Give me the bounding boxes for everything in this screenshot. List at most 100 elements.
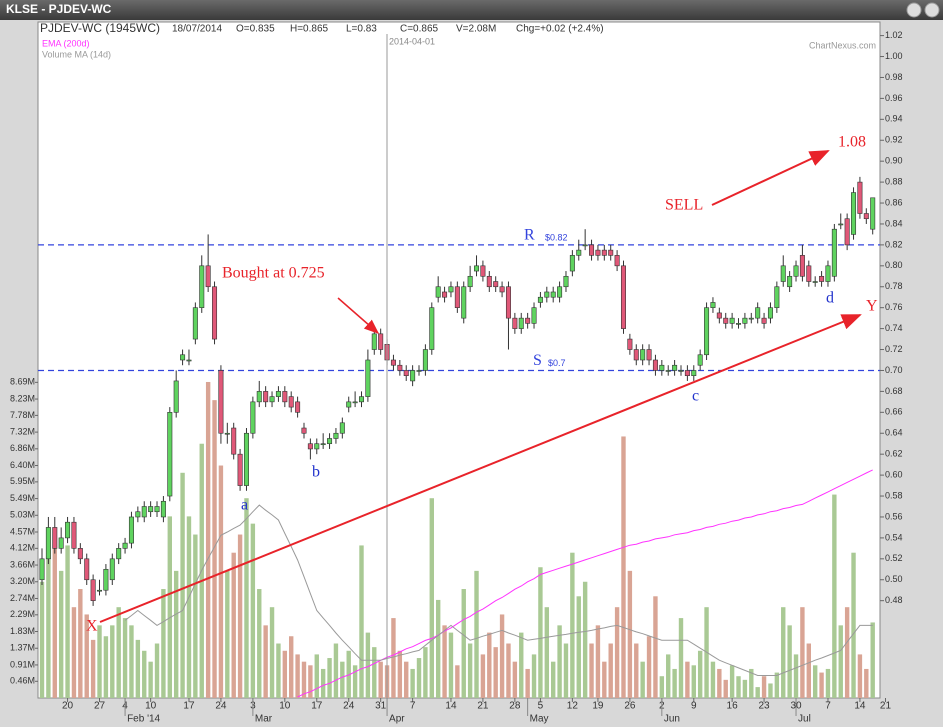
candle-body [295, 401, 301, 413]
volume-bar [71, 607, 77, 698]
volume-bar [691, 665, 696, 698]
candle-body [397, 364, 403, 371]
volume-bar [506, 643, 511, 698]
candle-body [154, 506, 160, 513]
volume-bar [666, 654, 671, 698]
volume-bar [608, 643, 613, 698]
y2-tick-label: 2.74M [10, 593, 35, 603]
candle-body [39, 558, 45, 581]
volume-bar [205, 381, 211, 698]
volume-bar [161, 589, 166, 698]
candle-body [58, 537, 64, 549]
volume-bar [225, 570, 230, 698]
y2-tick-label: 5.95M [10, 476, 35, 486]
window-button[interactable] [906, 2, 922, 18]
volume-bar [148, 661, 153, 698]
volume-bar [806, 643, 811, 698]
quote-item: C=0.865 [400, 24, 439, 35]
volume-bar [244, 498, 249, 698]
volume-bar [761, 676, 767, 698]
candle-body [467, 275, 473, 288]
candle-body [122, 542, 128, 549]
volume-bar [640, 661, 645, 698]
candle-body [339, 422, 345, 434]
candle-body [723, 317, 729, 324]
volume-bar [301, 661, 307, 698]
volume-bar [659, 676, 665, 698]
x-tick-label: 21 [477, 701, 489, 712]
volume-bar [678, 618, 684, 698]
volume-bar [685, 661, 690, 698]
candle-body [173, 380, 179, 413]
candle-body [742, 317, 748, 324]
candle-body [103, 568, 109, 591]
volume-bar [825, 668, 831, 698]
x-tick-label: 27 [94, 701, 106, 712]
candle-body [505, 286, 511, 319]
y-tick-label: 0.76 [885, 302, 903, 312]
volume-bar [180, 472, 185, 698]
volume-bar [263, 625, 268, 698]
arrow [711, 150, 830, 206]
volume-bar [110, 625, 115, 698]
volume-bar [308, 665, 313, 698]
candle-body [576, 249, 582, 256]
candle-body [672, 364, 678, 371]
volume-bar [58, 570, 64, 698]
candle-body [282, 391, 288, 403]
volume-bar [551, 661, 556, 698]
volume-bar [46, 545, 51, 698]
window-button[interactable] [924, 2, 940, 18]
volume-bar [359, 545, 364, 698]
y-tick-label: 0.94 [885, 114, 903, 124]
candle-body [646, 349, 652, 361]
month-label: Mar [255, 714, 273, 725]
candle-body [851, 192, 857, 235]
candle-body [192, 307, 198, 340]
volume-bar [768, 683, 773, 698]
candle-body [301, 427, 307, 434]
volume-bar [78, 589, 83, 698]
y-tick-label: 0.60 [885, 469, 903, 479]
volume-bar [570, 552, 575, 698]
candle-body [128, 516, 134, 544]
x-tick-label: 17 [183, 701, 195, 712]
volume-bar [870, 622, 875, 698]
legend-entry: EMA (200d) [42, 38, 90, 48]
volume-bar [582, 581, 588, 698]
y2-tick-label: 4.57M [10, 526, 35, 536]
candle-body [71, 521, 77, 549]
candle-body [422, 349, 428, 371]
volume-bar [173, 570, 179, 698]
candle-body [442, 291, 448, 298]
candle-body [180, 354, 186, 361]
candle-body [486, 275, 492, 288]
candle-body [678, 370, 684, 372]
y2-tick-label: 7.32M [10, 426, 35, 436]
volume-bar [269, 607, 275, 698]
volume-bar [250, 523, 256, 698]
y-tick-label: 0.78 [885, 281, 903, 291]
volume-bar [103, 636, 109, 698]
annotation: a [241, 497, 248, 514]
volume-bar [282, 650, 288, 698]
volume-bar [538, 567, 543, 698]
candle-body [831, 228, 837, 277]
candle-body [774, 286, 780, 308]
candle-body [109, 558, 115, 581]
candle-body [627, 338, 633, 350]
volume-bar [257, 589, 262, 698]
level-letter: S [533, 352, 542, 369]
x-tick-label: 23 [759, 701, 771, 712]
volume-bar [557, 625, 562, 698]
candle-body [288, 396, 294, 408]
volume-bar [340, 661, 345, 698]
plot-layer [38, 176, 880, 698]
candle-body [550, 291, 556, 298]
annotation: 1.08 [838, 134, 866, 151]
quote-item: Chg=+0.02 (+2.4%) [516, 24, 604, 35]
trend-line [99, 314, 862, 623]
volume-bar [857, 654, 863, 698]
volume-bar [499, 614, 505, 698]
annotations: Bought at 0.725 SELL 1.08 X Y a b c d [86, 134, 878, 635]
